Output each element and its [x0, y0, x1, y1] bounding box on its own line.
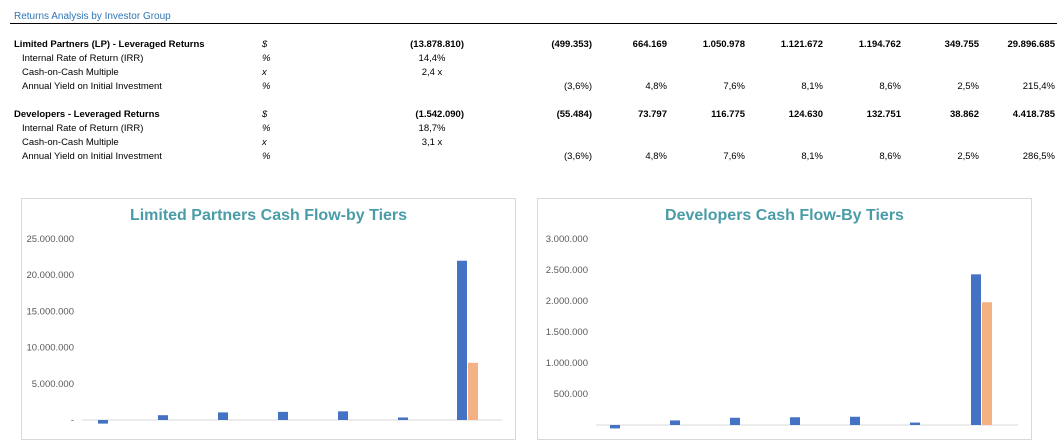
- lp-y-tick-label: -: [71, 415, 74, 426]
- dev-row-value: 132.751: [866, 109, 901, 120]
- lp-yield-unit: %: [262, 81, 271, 92]
- lp-y-tick-label: 25.000.000: [26, 234, 74, 245]
- dev-row-value: 116.775: [711, 109, 745, 120]
- dev-yield-value: (3,6%): [564, 151, 592, 162]
- lp-bar-series2: [468, 362, 478, 420]
- dev-y-tick-label: 1.500.000: [546, 327, 588, 338]
- lp-row-value: 1.121.672: [780, 39, 823, 50]
- lp-bar-series1: [338, 411, 348, 420]
- dev-coc-value: 3,1 x: [421, 137, 443, 148]
- lp-row-value: 1.050.978: [702, 39, 745, 50]
- dev-yield-value: 7,6%: [723, 151, 745, 162]
- lp-irr-label: Internal Rate of Return (IRR): [22, 53, 144, 64]
- dev-coc-unit: x: [262, 137, 267, 148]
- lp-irr-unit: %: [262, 53, 271, 64]
- lp-yield-value: 8,1%: [801, 81, 823, 92]
- dev-row-value: 73.797: [637, 109, 667, 120]
- lp-bar-series1: [457, 260, 467, 420]
- dev-yield-unit: %: [262, 151, 271, 162]
- dev-row-value: 124.630: [788, 109, 823, 120]
- dev-chart-plot: 500.000 1.000.000 1.500.000 2.000.000 2.500.…: [546, 234, 1018, 429]
- lp-row-value: 1.194.762: [858, 39, 901, 50]
- dev-bar-series1: [670, 420, 680, 425]
- lp-chart-plot: - 5.000.000 10.000.000 15.000.000 20.000.000…: [26, 234, 502, 426]
- lp-coc-value: 2,4 x: [421, 67, 443, 78]
- lp-row-value: (499.353): [551, 39, 592, 50]
- lp-row-value: 349.755: [944, 39, 979, 50]
- dev-yield-value: 4,8%: [645, 151, 667, 162]
- lp-coc-label: Cash-on-Cash Multiple: [22, 67, 119, 78]
- dev-row-value: (55.484): [556, 109, 592, 120]
- dev-y-tick-label: 3.000.000: [546, 234, 588, 245]
- lp-yield-value: 2,5%: [957, 81, 979, 92]
- lp-coc-unit: x: [262, 67, 267, 78]
- dev-y-tick-label: 500.000: [554, 389, 588, 400]
- lp-irr-value: 14,4%: [418, 53, 446, 64]
- lp-row-total: (13.878.810): [410, 39, 464, 50]
- dev-yield-value: 8,6%: [879, 151, 901, 162]
- dev-row-label: Developers - Leveraged Returns: [14, 109, 160, 120]
- lp-bar-series1: [218, 412, 228, 420]
- dev-yield-value: 286,5%: [1022, 151, 1055, 162]
- dev-irr-label: Internal Rate of Return (IRR): [22, 123, 144, 134]
- dev-yield-value: 8,1%: [801, 151, 823, 162]
- lp-row-label: Limited Partners (LP) - Leveraged Return…: [14, 39, 205, 50]
- dev-y-tick-label: 2.500.000: [546, 265, 588, 276]
- dev-chart-title: Developers Cash Flow-By Tiers: [665, 207, 904, 224]
- lp-row-unit: $: [262, 39, 268, 50]
- dev-bar-series1: [850, 416, 860, 425]
- lp-cash-flow-chart: Limited Partners Cash Flow-by Tiers - 5.0…: [21, 198, 516, 440]
- dev-bar-series1: [910, 422, 920, 425]
- lp-y-tick-label: 20.000.000: [26, 270, 74, 281]
- lp-bar-series1: [98, 420, 108, 424]
- lp-y-tick-label: 15.000.000: [26, 306, 74, 317]
- lp-bar-series1: [158, 415, 168, 420]
- dev-bar-series1: [790, 417, 800, 425]
- dev-row-value: 38.862: [949, 109, 979, 120]
- dev-irr-unit: %: [262, 123, 271, 134]
- lp-row-value: 29.896.685: [1007, 39, 1055, 50]
- lp-bar-series1: [398, 417, 408, 420]
- lp-y-tick-label: 5.000.000: [32, 379, 74, 390]
- lp-yield-label: Annual Yield on Initial Investment: [22, 81, 162, 92]
- lp-y-tick-label: 10.000.000: [26, 343, 74, 354]
- dev-row-value: 4.418.785: [1012, 109, 1055, 120]
- lp-yield-value: 8,6%: [879, 81, 901, 92]
- lp-yield-value: (3,6%): [564, 81, 592, 92]
- dev-bar-series1: [730, 417, 740, 425]
- lp-yield-value: 215,4%: [1022, 81, 1055, 92]
- lp-yield-value: 4,8%: [645, 81, 667, 92]
- lp-row-value: 664.169: [632, 39, 667, 50]
- lp-yield-value: 7,6%: [723, 81, 745, 92]
- section-title: Returns Analysis by Investor Group: [14, 11, 171, 22]
- dev-bar-series1: [971, 274, 981, 425]
- dev-irr-value: 18,7%: [418, 123, 446, 134]
- dev-yield-value: 2,5%: [957, 151, 979, 162]
- dev-bar-series2: [982, 302, 992, 425]
- dev-cash-flow-chart: Developers Cash Flow-By Tiers 500.000 1.0…: [537, 198, 1032, 440]
- lp-chart-title: Limited Partners Cash Flow-by Tiers: [129, 207, 408, 224]
- dev-y-tick-label: 1.000.000: [546, 358, 588, 369]
- dev-coc-label: Cash-on-Cash Multiple: [22, 137, 119, 148]
- lp-bar-series1: [278, 411, 288, 420]
- title-divider: [10, 23, 1057, 24]
- dev-y-tick-label: 2.000.000: [546, 296, 588, 307]
- dev-row-total: (1.542.090): [415, 109, 464, 120]
- dev-yield-label: Annual Yield on Initial Investment: [22, 151, 162, 162]
- dev-row-unit: $: [262, 109, 268, 120]
